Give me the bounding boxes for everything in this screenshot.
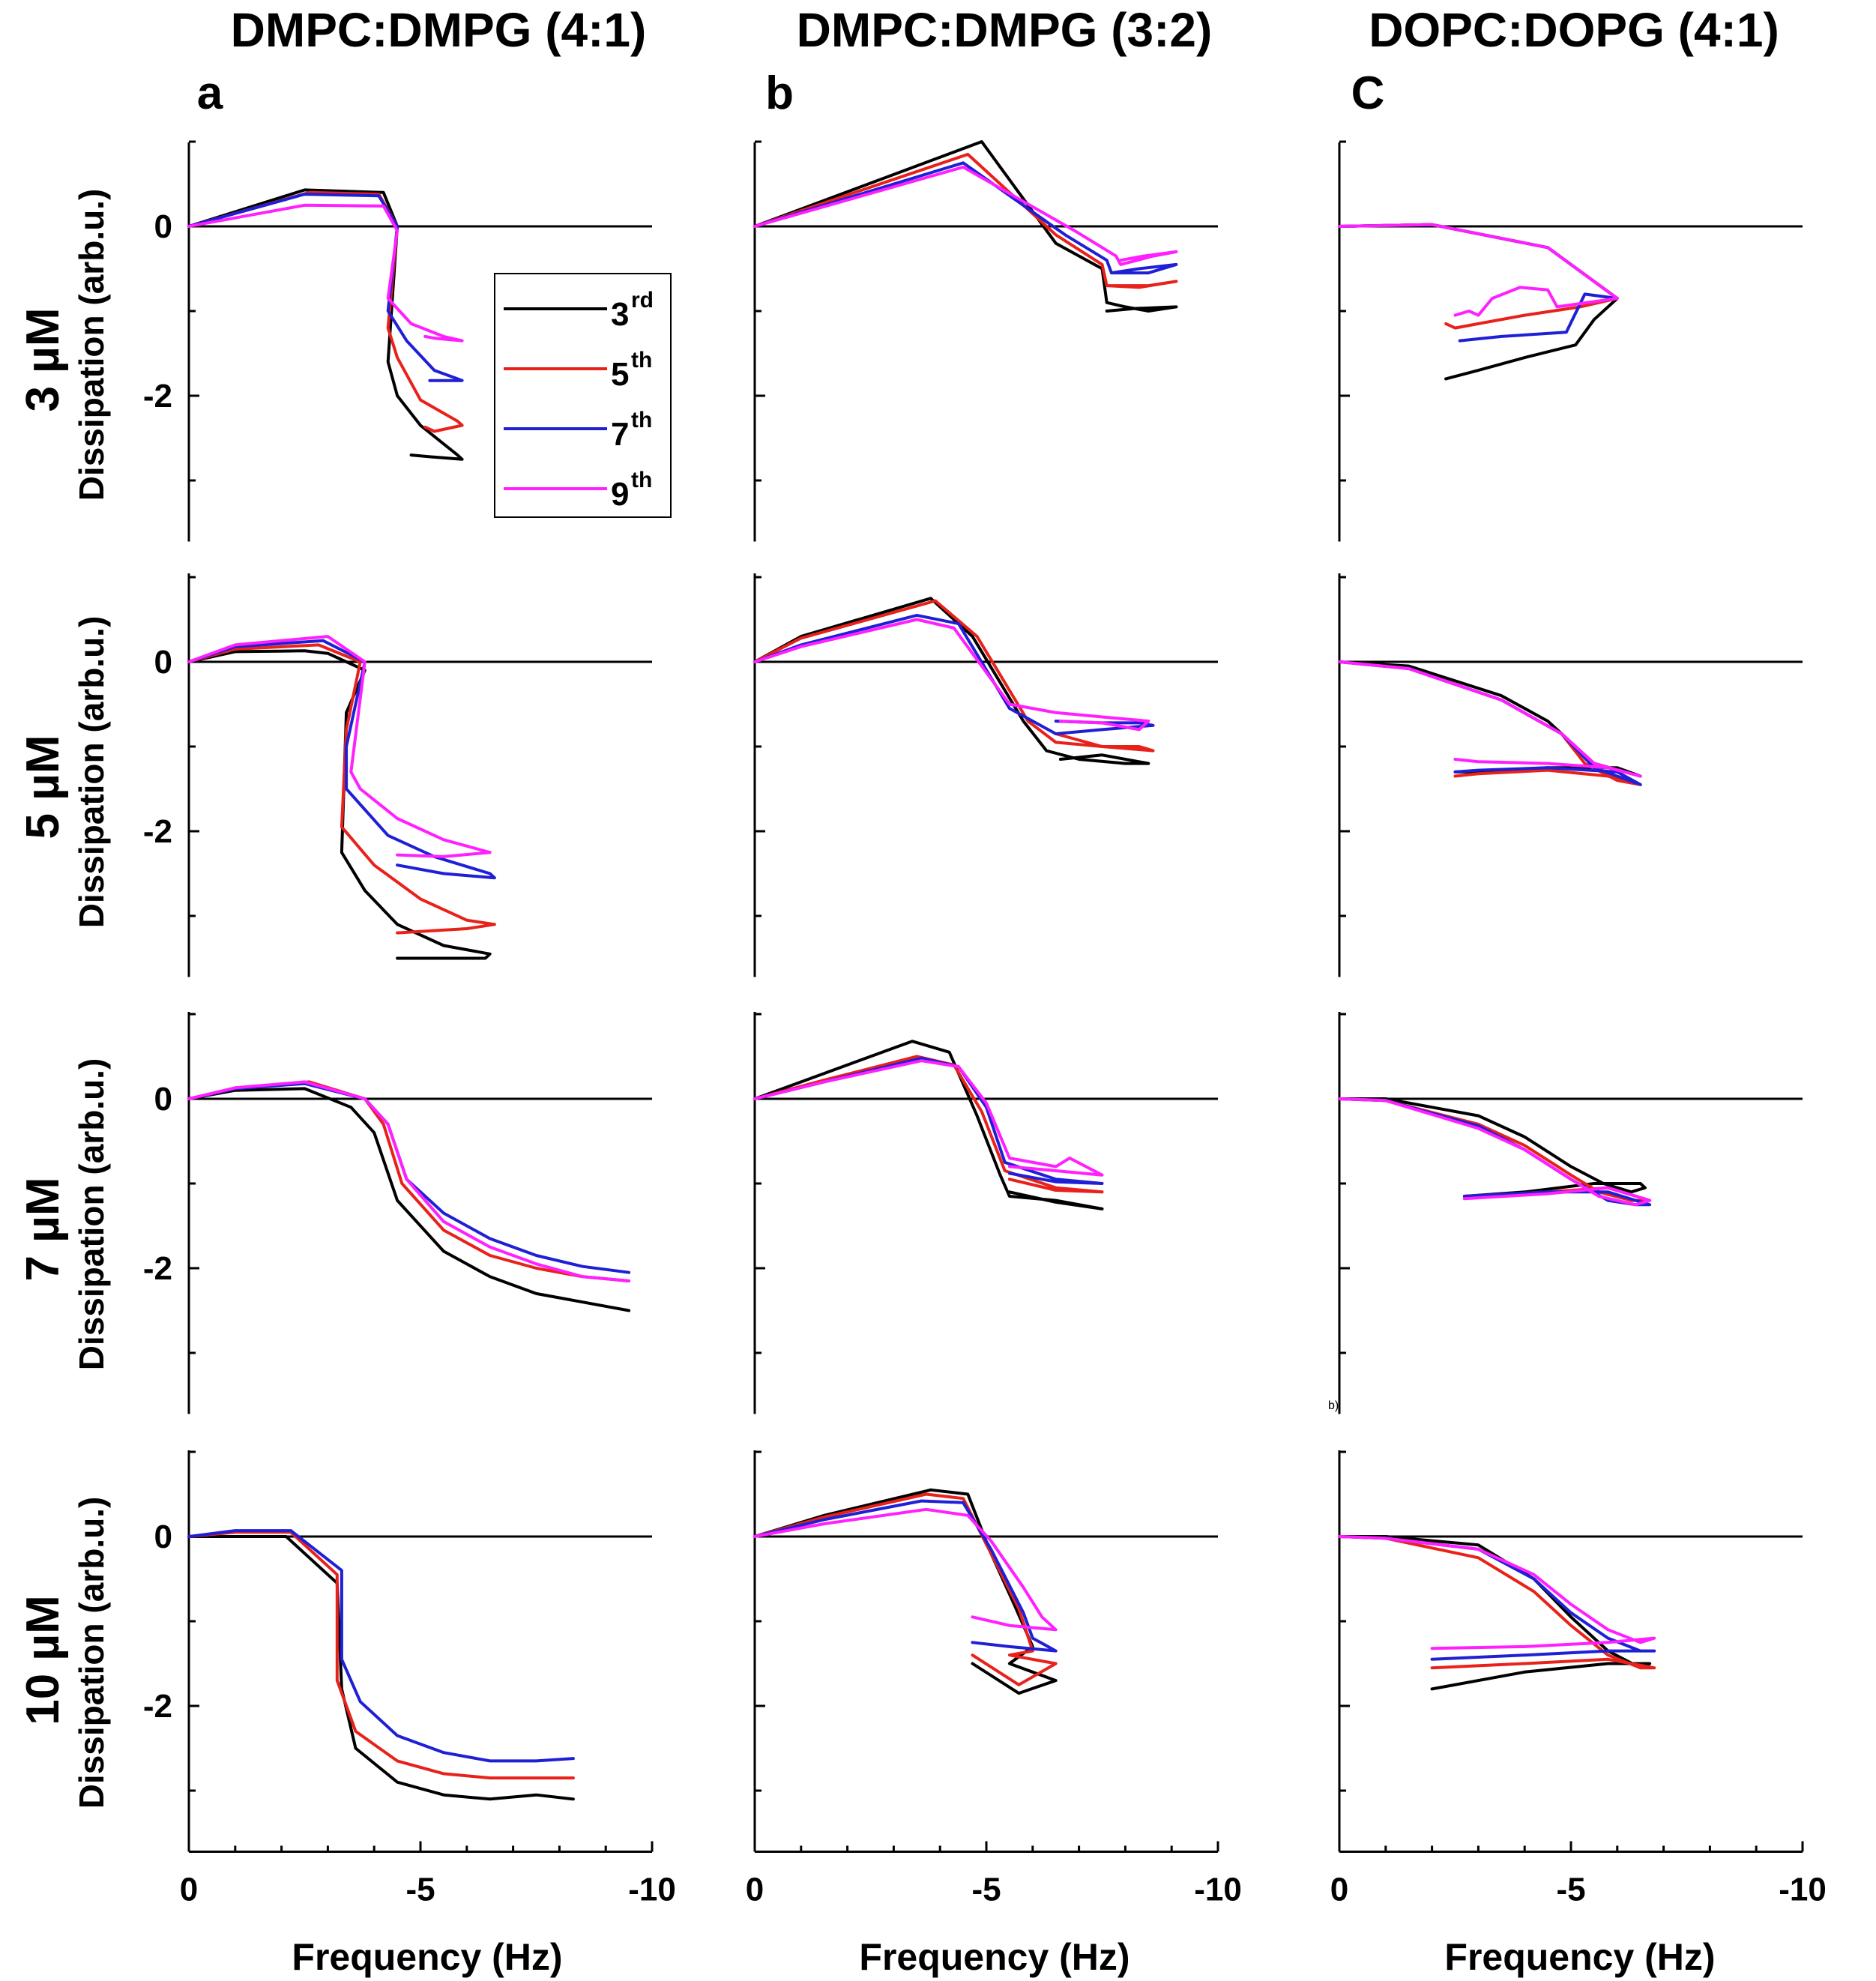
x-axis-label-c: Frequency (Hz) (1444, 1936, 1715, 1978)
series-7th (187, 1529, 575, 1763)
legend-superscript: th (631, 468, 652, 492)
series-9th (753, 165, 1178, 266)
series-7th (187, 193, 464, 382)
series-3rd (753, 597, 1150, 765)
series-9th (187, 1080, 631, 1282)
legend-label: 3 (611, 296, 629, 333)
series-7th (187, 1082, 631, 1274)
x-axis-label-a: Frequency (Hz) (292, 1936, 562, 1978)
column-title-a: DMPC:DMPG (4:1) (231, 3, 647, 57)
y-tick-label: 0 (154, 208, 172, 245)
legend-label: 5 (611, 356, 629, 393)
panel-r1-c2 (753, 140, 1218, 542)
legend-box (494, 273, 672, 518)
y-axis-label-row1: Dissipation (arb.u.) (72, 189, 111, 501)
series-5th (187, 643, 496, 935)
series-3rd (187, 1087, 631, 1312)
series-9th (753, 1059, 1104, 1177)
series-5th (753, 599, 1155, 753)
series-3rd (1338, 660, 1642, 778)
series-3rd (187, 1535, 575, 1801)
panel-letter-b: b (765, 67, 794, 119)
legend-superscript: rd (631, 288, 654, 313)
series-3rd (187, 649, 492, 960)
panel-r2-c2 (753, 573, 1218, 977)
series-3rd (187, 188, 464, 461)
legend: 3 rd5 th7 th9 th (494, 273, 672, 518)
series-5th (187, 190, 464, 433)
x-tick-label: -5 (971, 1872, 1001, 1908)
series-9th (1338, 660, 1642, 778)
series-9th (1338, 1097, 1652, 1207)
panel-r3-c3 (1338, 1012, 1803, 1414)
y-tick-label: 0 (154, 1081, 172, 1118)
panel-r1-c1: 0 -2 (143, 140, 652, 542)
panel-r1-c3 (1338, 140, 1803, 542)
panel-r4-c2: 0 -5 -10 (746, 1450, 1242, 1908)
y-tick-label: -2 (143, 1250, 172, 1287)
x-tick-label: -10 (1194, 1872, 1242, 1908)
y-tick-label: -2 (143, 378, 172, 414)
series-7th (753, 1499, 1058, 1653)
panel-r4-c3: 0 -5 -10 (1330, 1450, 1827, 1908)
x-axis-label-b: Frequency (Hz) (859, 1936, 1129, 1978)
x-tick-label: -5 (1556, 1872, 1585, 1908)
y-tick-label: -2 (143, 813, 172, 850)
x-tick-label: -10 (1779, 1872, 1827, 1908)
y-axis-label-row2: Dissipation (arb.u.) (72, 616, 111, 929)
panel-r2-c3 (1338, 573, 1803, 977)
column-title-b: DMPC:DMPG (3:2) (797, 3, 1213, 57)
series-7th (753, 161, 1178, 275)
legend-label: 9 (611, 476, 629, 513)
series-9th (1338, 1535, 1656, 1650)
panel-letter-c: C (1351, 67, 1385, 119)
x-tick-label: -10 (628, 1872, 676, 1908)
series-5th (753, 1492, 1058, 1686)
y-tick-label: -2 (143, 1688, 172, 1725)
panels-layer: 0 -2 0 -2 0 -2 0 -2 0 -5 -10 0 -5 -10 0 -5 -10 (143, 140, 1827, 1908)
series-7th (1338, 1097, 1652, 1207)
row-label-10um: 10 µM (17, 1595, 69, 1725)
series-7th (187, 639, 496, 880)
legend-superscript: th (631, 408, 652, 432)
column-title-c: DOPC:DOPG (4:1) (1369, 3, 1779, 57)
x-tick-label: 0 (180, 1872, 198, 1908)
series-3rd (1338, 1097, 1647, 1198)
y-tick-label: 0 (154, 1519, 172, 1555)
series-3rd (753, 1488, 1058, 1695)
x-tick-label: -5 (405, 1872, 435, 1908)
y-axis-label-row4: Dissipation (arb.u.) (72, 1497, 111, 1809)
series-9th (1338, 223, 1619, 317)
series-3rd (1338, 223, 1619, 381)
row-label-7um: 7 µM (17, 1177, 69, 1281)
legend-superscript: th (631, 348, 652, 373)
legend-label: 7 (611, 416, 629, 453)
series-9th (187, 203, 464, 343)
series-3rd (753, 1040, 1104, 1210)
series-9th (753, 618, 1150, 732)
series-5th (187, 1531, 575, 1780)
panel-r2-c1: 0 -2 (143, 573, 652, 977)
x-tick-label: 0 (1330, 1872, 1348, 1908)
stray-mark: b) (1328, 1399, 1339, 1412)
y-axis-label-row3: Dissipation (arb.u.) (72, 1058, 111, 1371)
row-label-5um: 5 µM (17, 735, 69, 839)
series-5th (753, 152, 1178, 289)
series-9th (753, 1507, 1058, 1632)
series-9th (187, 635, 492, 858)
series-3rd (753, 140, 1178, 313)
panel-r3-c2 (753, 1012, 1218, 1414)
panel-r3-c1: 0 -2 (143, 1012, 652, 1414)
panel-r4-c1: 0 -2 0 -5 -10 (143, 1450, 676, 1908)
panel-letter-a: a (197, 67, 223, 119)
series-7th (753, 613, 1155, 735)
row-label-3um: 3 µM (17, 307, 69, 411)
y-tick-label: 0 (154, 644, 172, 681)
series-5th (1338, 1535, 1656, 1670)
series-5th (753, 1055, 1104, 1194)
series-5th (1338, 1097, 1652, 1202)
x-tick-label: 0 (746, 1872, 764, 1908)
static-text-layer: DMPC:DMPG (4:1) DMPC:DMPG (3:2) DOPC:DOP… (17, 3, 1779, 1978)
